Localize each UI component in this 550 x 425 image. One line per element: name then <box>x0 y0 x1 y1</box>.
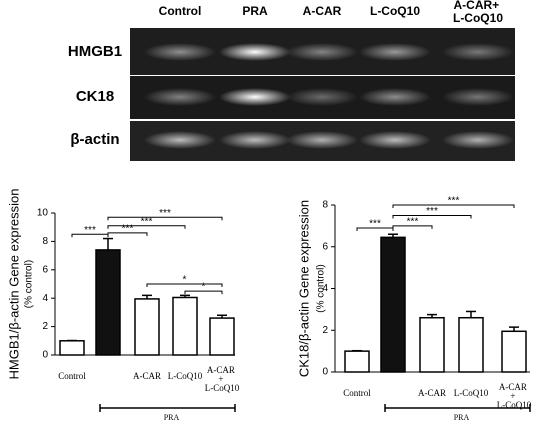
significance-label: *** <box>369 219 381 230</box>
bar <box>344 350 370 373</box>
bar <box>59 340 85 356</box>
group-label: PRA <box>454 413 470 422</box>
y-tick-label: 4 <box>322 283 328 294</box>
significance-bracket <box>107 232 148 236</box>
x-tick-label: L-CoQ10 <box>168 371 203 381</box>
bar <box>458 316 484 373</box>
significance-bracket <box>107 225 186 229</box>
gel-band <box>144 131 216 149</box>
y-tick-label: 0 <box>42 350 48 361</box>
significance-label: *** <box>84 225 96 236</box>
significance-label: *** <box>426 206 438 217</box>
gel-band <box>286 43 358 61</box>
gel-band <box>286 131 358 149</box>
significance-bracket <box>107 216 223 221</box>
row-label: HMGB1 <box>68 43 122 60</box>
bar <box>172 296 198 356</box>
significance-label: *** <box>159 208 171 219</box>
gel-band <box>286 88 358 106</box>
significance-bracket <box>392 204 515 208</box>
x-tick-label: Control <box>343 388 371 398</box>
lane-label: L-CoQ10 <box>370 4 420 18</box>
significance-label: *** <box>122 224 134 235</box>
chart: CK18/β-actin Gene expression (% control) 0… <box>296 196 531 422</box>
bar <box>134 298 160 356</box>
chart: HMGB1/β-actin Gene expression (% control)… <box>6 188 239 421</box>
gel-band <box>219 43 291 61</box>
gel: Control PRA A-CAR L-CoQ10 A-CAR+ L-CoQ10 HMGB… <box>68 0 514 149</box>
bar <box>419 316 445 373</box>
y-tick-label: 6 <box>322 241 328 252</box>
x-tick-label: Control <box>58 371 86 381</box>
lane-label: A-CAR <box>303 4 342 18</box>
bar <box>501 330 527 373</box>
y-axis-label: CK18/β-actin Gene expression <box>296 200 311 377</box>
y-axis-sublabel: (% control) <box>316 264 327 312</box>
y-tick-label: 10 <box>37 208 49 219</box>
significance-label: * <box>183 275 187 286</box>
y-axis-label: HMGB1/β-actin Gene expression <box>6 188 21 379</box>
x-tick-label: A-CAR <box>133 371 161 381</box>
y-axis-sublabel: (% control) <box>24 260 35 308</box>
gel-band <box>219 88 291 106</box>
x-tick-label: L-CoQ10 <box>454 388 489 398</box>
y-tick-label: 8 <box>42 236 48 247</box>
gel-band <box>442 43 514 61</box>
lane-label: A-CAR+ L-CoQ10 <box>453 0 503 25</box>
significance-bracket <box>146 283 223 287</box>
x-tick-label: A-CAR + L-CoQ10 <box>497 382 532 410</box>
significance-bracket <box>392 225 433 229</box>
gel-band <box>219 131 291 149</box>
significance-label: *** <box>407 217 419 228</box>
gel-band <box>442 88 514 106</box>
lane-label: Control <box>159 4 202 18</box>
lane-label: PRA <box>242 4 268 18</box>
significance-bracket <box>356 227 394 231</box>
row-label: β-actin <box>70 131 119 148</box>
y-tick-label: 8 <box>322 200 328 211</box>
significance-label: * <box>202 282 206 293</box>
bar <box>380 236 406 373</box>
x-tick-label: A-CAR + L-CoQ10 <box>205 365 240 393</box>
gel-band <box>144 88 216 106</box>
significance-label: *** <box>448 196 460 207</box>
gel-band <box>442 131 514 149</box>
y-tick-label: 4 <box>42 293 48 304</box>
significance-bracket <box>184 290 223 295</box>
row-label: CK18 <box>76 88 114 105</box>
gel-band <box>359 131 431 149</box>
y-tick-label: 0 <box>322 367 328 378</box>
gel-band <box>359 88 431 106</box>
significance-bracket <box>392 214 472 219</box>
bar <box>209 317 235 356</box>
gel-band <box>144 43 216 61</box>
x-tick-label: A-CAR <box>418 388 446 398</box>
group-label: PRA <box>164 413 180 422</box>
bar <box>95 249 121 356</box>
y-tick-label: 2 <box>322 325 328 336</box>
gel-band <box>359 43 431 61</box>
y-tick-label: 2 <box>42 321 48 332</box>
y-tick-label: 6 <box>42 264 48 275</box>
significance-label: *** <box>141 216 153 227</box>
